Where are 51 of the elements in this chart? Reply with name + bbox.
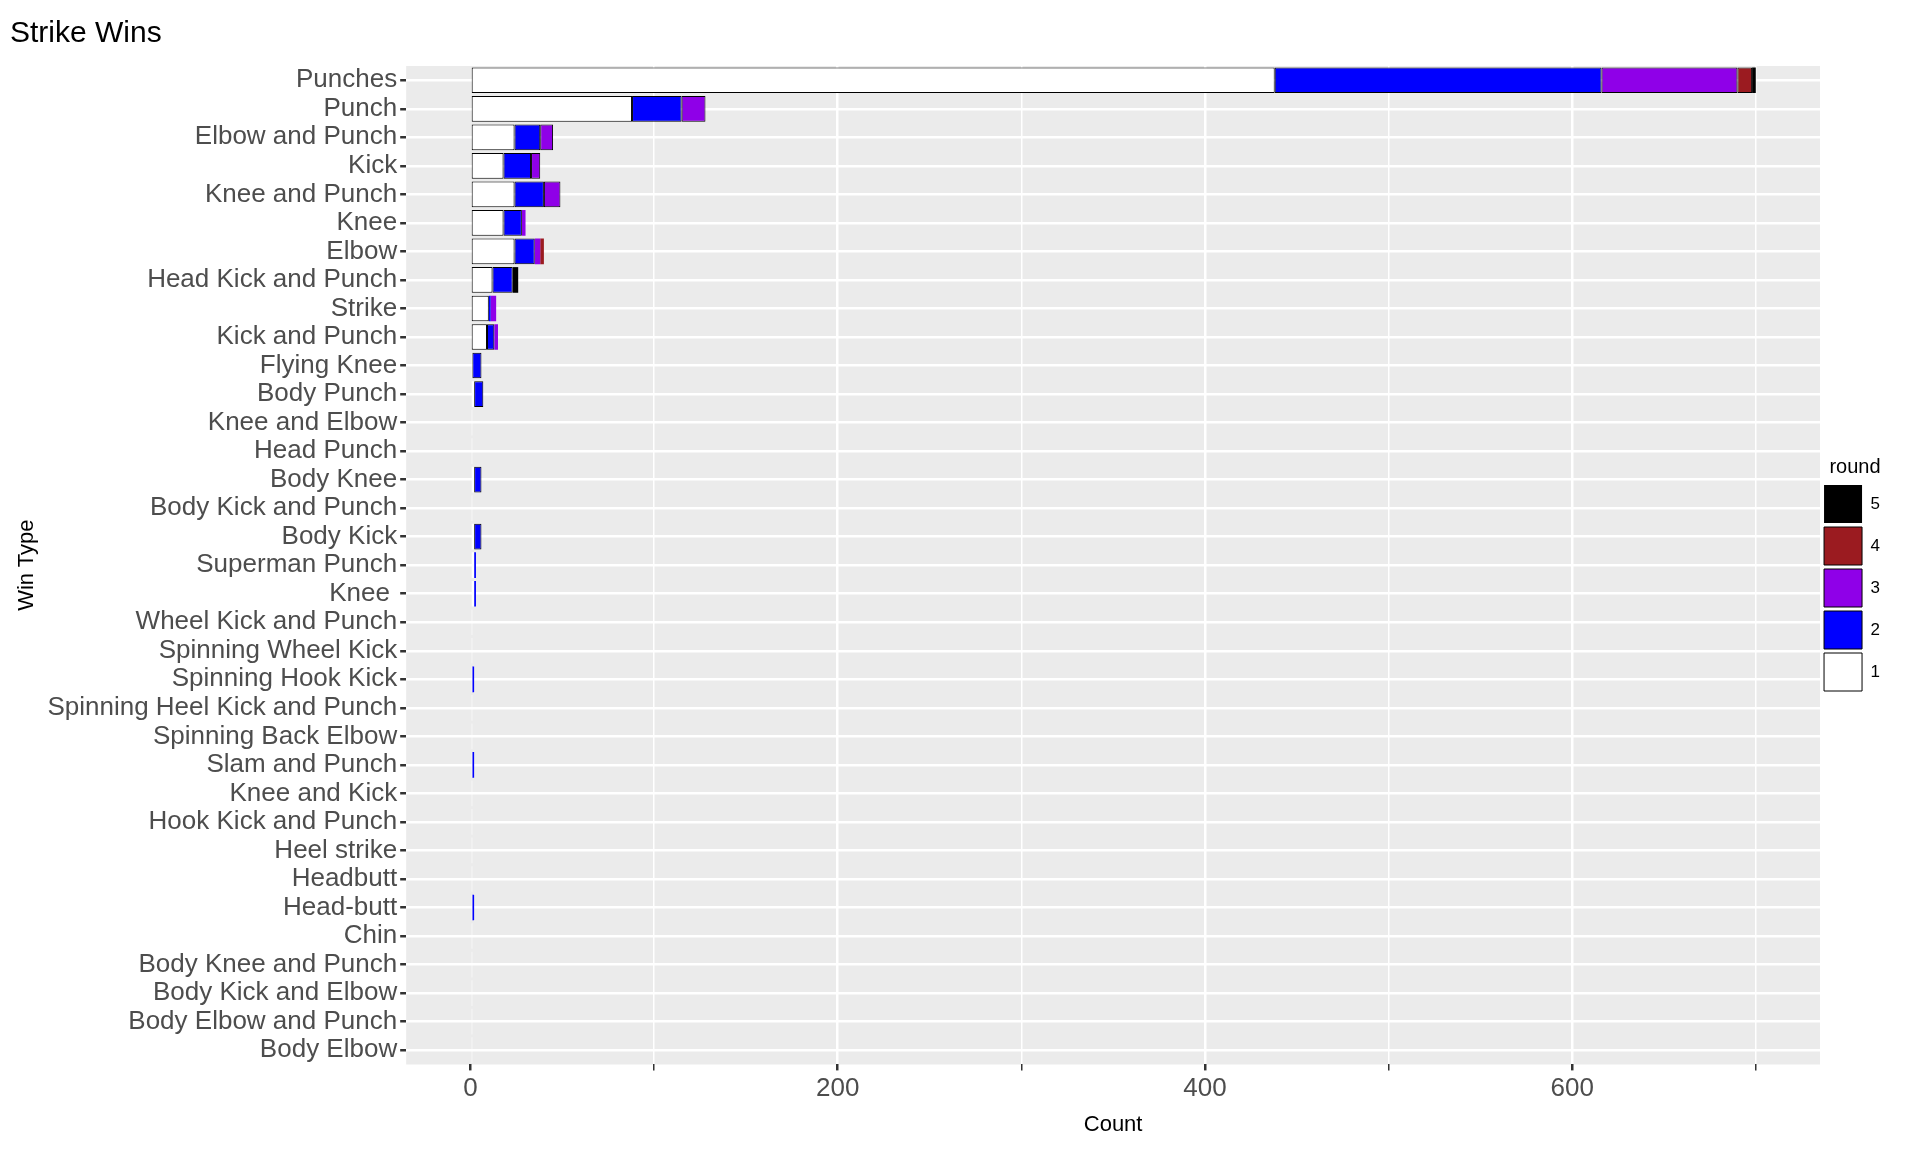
y-tick-label: Elbow and Punch (194, 120, 398, 151)
y-tick-label: Kick (348, 149, 399, 180)
y-tick-label: Head Punch (254, 434, 398, 465)
y-tick-label: Body Knee (269, 462, 398, 493)
y-tick-label: Spinning Wheel Kick (158, 633, 399, 664)
y-tick-label: Slam and Punch (206, 748, 398, 779)
y-tick-label: Headbutt (291, 862, 398, 893)
y-tick-label: Hook Kick and Punch (148, 805, 398, 836)
legend-title: round (1829, 454, 1881, 477)
y-tick-label: Head Kick and Punch (147, 263, 398, 294)
y-tick-label: Body Elbow and Punch (128, 1004, 398, 1035)
y-tick-label: Superman Punch (196, 548, 398, 579)
legend-label: 2 (1870, 619, 1881, 639)
y-tick-label: Spinning Back Elbow (152, 719, 398, 750)
x-tick-label: 0 (463, 1072, 478, 1103)
y-tick-label: Strike (330, 291, 398, 322)
y-tick-label: Knee and Kick (229, 776, 399, 807)
y-tick-label: Kick and Punch (216, 320, 398, 351)
y-tick-label: Spinning Hook Kick (171, 662, 399, 693)
y-tick-label: Punch (323, 91, 398, 122)
y-tick-label: Chin (343, 919, 398, 950)
y-tick-label: Head-butt (282, 890, 398, 921)
y-tick-label: Heel strike (274, 833, 398, 864)
y-tick-label: Spinning Heel Kick and Punch (47, 691, 398, 721)
x-axis-title: Count (1083, 1110, 1143, 1136)
legend-label: 3 (1870, 577, 1881, 597)
legend-label: 4 (1870, 535, 1881, 555)
text: Strike Wins (10, 15, 162, 49)
y-tick-label: Elbow (326, 234, 398, 265)
legend-label: 5 (1870, 493, 1881, 513)
y-tick-label: Flying Knee (259, 348, 398, 379)
y-tick-label: Body Knee and Punch (138, 947, 398, 978)
y-tick-label: Knee (329, 576, 398, 607)
y-tick-label: Body Kick (281, 519, 399, 550)
bar (521, 210, 526, 236)
y-tick-label: Body Kick and Punch (150, 491, 398, 522)
bar (540, 238, 544, 265)
y-tick-label: Knee and Punch (204, 177, 398, 208)
x-tick-label: 400 (1183, 1072, 1227, 1103)
y-tick-label: Body Punch (256, 377, 398, 408)
x-tick-label: 200 (815, 1072, 860, 1103)
x-tick-label: 600 (1550, 1072, 1594, 1103)
y-tick-label: Wheel Kick and Punch (135, 605, 398, 636)
y-tick-label: Body Elbow (259, 1033, 398, 1064)
legend-label: 1 (1870, 661, 1881, 681)
bar (494, 324, 498, 350)
y-tick-label: Body Kick and Elbow (152, 976, 398, 1007)
y-axis-title: Win Type (13, 519, 39, 611)
y-tick-label: Knee (336, 206, 398, 237)
y-tick-label: Punches (295, 63, 398, 94)
y-tick-label: Knee and Elbow (207, 405, 398, 436)
